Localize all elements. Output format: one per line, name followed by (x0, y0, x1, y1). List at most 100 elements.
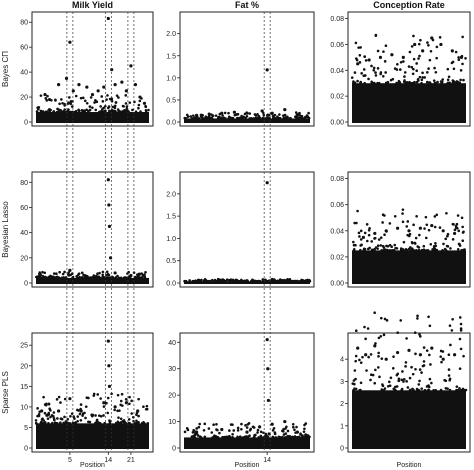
data-point (52, 411, 56, 414)
data-point (283, 108, 287, 112)
y-tick-label: 10 (20, 404, 28, 411)
data-point (245, 430, 249, 434)
data-point (74, 94, 78, 98)
data-point (295, 430, 299, 434)
data-point (384, 248, 387, 251)
data-point (294, 111, 298, 114)
data-point (390, 245, 393, 249)
data-point (408, 80, 411, 84)
data-point (450, 61, 454, 65)
data-point (464, 56, 467, 60)
data-point (440, 360, 443, 364)
data-point (83, 275, 87, 279)
data-point (192, 428, 196, 432)
data-point (444, 249, 448, 252)
data-point (76, 415, 80, 418)
data-point (367, 229, 371, 232)
data-point (392, 249, 396, 252)
data-point (418, 75, 422, 79)
data-point (88, 108, 92, 112)
data-point (451, 238, 455, 241)
data-point (124, 102, 128, 105)
data-point (278, 113, 281, 116)
data-point (356, 62, 360, 66)
plot-panel (31, 171, 154, 288)
data-point (203, 277, 207, 281)
data-point (43, 271, 47, 275)
data-point (141, 274, 145, 277)
data-point (274, 436, 278, 439)
data-point (41, 270, 44, 274)
data-point (218, 431, 221, 435)
data-point (459, 322, 463, 326)
data-point (461, 225, 464, 229)
data-point (48, 407, 51, 411)
data-point (105, 273, 108, 277)
data-point (47, 421, 50, 425)
data-point (374, 71, 377, 74)
data-point (128, 395, 131, 399)
data-point (68, 422, 72, 425)
data-point (40, 409, 44, 413)
data-point (140, 272, 143, 275)
data-point (292, 435, 296, 439)
data-point (117, 416, 120, 419)
data-point (286, 116, 289, 119)
data-point (186, 428, 190, 432)
data-point (457, 58, 461, 62)
data-point (210, 116, 214, 120)
data-point (376, 49, 380, 53)
y-tick-label: 1.5 (166, 214, 176, 221)
data-point (452, 223, 455, 226)
dense-points-band (352, 390, 466, 449)
data-point (232, 429, 236, 432)
data-point (130, 412, 133, 415)
data-point (427, 385, 431, 389)
data-point (270, 277, 274, 282)
data-point (67, 110, 70, 114)
data-point (101, 270, 105, 274)
data-point (444, 237, 447, 241)
plot-panel (179, 11, 315, 127)
data-point (302, 430, 306, 433)
data-point (391, 366, 395, 370)
data-point (99, 105, 102, 108)
data-point (241, 116, 244, 120)
data-point (404, 365, 407, 368)
data-point (461, 62, 464, 66)
data-point (103, 276, 107, 280)
dense-points-band (36, 277, 149, 284)
x-tick-label: 14 (263, 457, 271, 464)
data-point (462, 354, 465, 358)
data-point (93, 101, 96, 104)
data-point (402, 377, 406, 381)
data-point (265, 279, 269, 283)
data-point (265, 181, 269, 185)
data-point (435, 56, 438, 60)
data-point (384, 71, 387, 74)
data-point (462, 248, 465, 252)
data-point (359, 361, 363, 364)
data-point (142, 101, 147, 105)
data-point (278, 436, 282, 439)
data-point (35, 110, 39, 113)
data-point (447, 368, 451, 371)
data-point (373, 236, 377, 240)
data-point (283, 419, 287, 424)
data-point (301, 279, 305, 283)
data-point (195, 113, 199, 117)
data-point (90, 92, 95, 97)
data-point (61, 272, 65, 276)
data-point (426, 41, 429, 44)
y-tick-label: 30 (168, 366, 176, 373)
data-point (289, 117, 292, 120)
data-point (412, 67, 415, 71)
data-point (356, 346, 360, 350)
data-point (87, 420, 90, 424)
data-point (368, 227, 371, 230)
data-point (59, 421, 62, 424)
data-point (89, 276, 93, 280)
data-point (102, 401, 106, 405)
data-point (447, 353, 451, 357)
data-point (417, 42, 421, 46)
